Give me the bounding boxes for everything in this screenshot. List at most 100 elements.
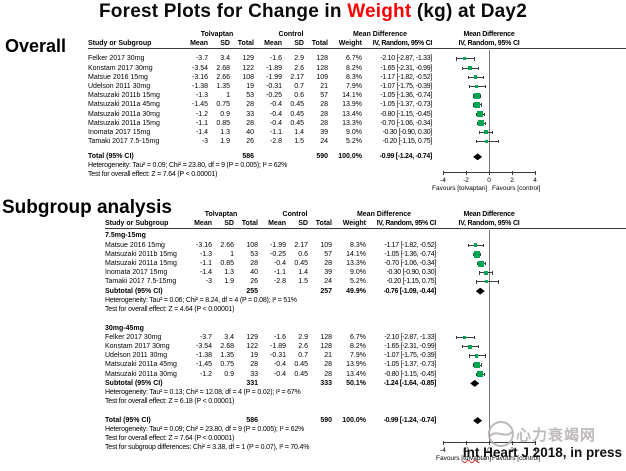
control-sd: 0.45	[290, 101, 304, 109]
ci-text: -0.99 [-1.24, -0.74]	[379, 153, 433, 161]
control-sd	[286, 231, 308, 240]
control-mean: -0.25	[270, 250, 286, 258]
ci-cap	[473, 103, 475, 107]
study-row: Matsuzaki 2011a 30mg -1.2 0.9 33 -0.4 0.45 28 1…	[88, 110, 626, 119]
overall-rows: Felker 2017 30mg -3.7 3.4 129 -1.6 2.9 128 6.7%…	[88, 54, 626, 179]
plot-cell	[432, 110, 626, 119]
control-mean	[258, 324, 286, 333]
plot-cell	[436, 360, 626, 369]
control-mean	[258, 379, 286, 388]
tolvaptan-total	[234, 231, 258, 240]
weight-value: 6.7%	[346, 55, 362, 63]
control-sd: 0.6	[294, 92, 304, 100]
study-name: Matsue 2016 15mg	[105, 241, 165, 249]
control-sd: 0.6	[298, 250, 308, 258]
tolvaptan-total: 40	[250, 269, 258, 277]
plot-cell	[436, 231, 626, 240]
study-name: Matsuzaki 2011a 15mg	[88, 119, 160, 127]
tolvaptan-mean	[184, 231, 212, 240]
control-mean: -1.89	[270, 343, 286, 351]
ci-cap	[468, 75, 470, 80]
tolvaptan-sd	[208, 152, 230, 161]
ci-cap	[473, 57, 475, 61]
weight-value: 9.0%	[350, 269, 366, 277]
tolvaptan-mean: -1.4	[195, 128, 208, 136]
axis-tick	[466, 171, 467, 175]
control-sd: 2.9	[294, 55, 304, 63]
zero-line	[489, 50, 490, 172]
mean-difference-header: Mean Difference	[352, 31, 408, 38]
control-mean: -1.1	[273, 269, 286, 277]
ci-cap	[478, 271, 480, 275]
plot-cell	[436, 416, 626, 425]
ci-cap	[476, 261, 478, 266]
tolvaptan-total: 19	[246, 82, 254, 90]
control-sd: 1.4	[298, 269, 308, 277]
summary-diamond	[475, 287, 485, 295]
total-row: Total (95% CI) 586 590 100.0% -0.99 [-1.24, …	[88, 152, 626, 161]
study-row: Matsue 2016 15mg -3.16 2.66 108 -1.99 2.17 109…	[105, 241, 626, 250]
citation-rest: Heart J 2018, in press	[479, 445, 622, 460]
plot-cell	[436, 287, 626, 296]
axis-tick	[535, 441, 536, 445]
control-total: 21	[320, 82, 328, 90]
ci-cap	[484, 84, 486, 89]
ci-cap	[483, 372, 485, 377]
point-estimate-square	[483, 130, 488, 135]
tolvaptan-total: 53	[246, 92, 254, 100]
control-sd	[286, 416, 308, 425]
tolvaptan-group-header: Tolvaptan	[204, 211, 238, 218]
tolvaptan-total: 331	[246, 379, 258, 387]
ci-cap	[480, 94, 482, 98]
tolvaptan-sd: 0.9	[224, 370, 234, 378]
weight-value: 13.9%	[346, 361, 366, 369]
plot-cell	[432, 152, 626, 161]
tolvaptan-total: 28	[250, 361, 258, 369]
ci-text: -0.99 [-1.24, -0.74]	[383, 417, 437, 424]
study-row: Udelson 2011 30mg -1.38 1.35 19 -0.31 0.7 21 7.…	[105, 351, 626, 360]
axis-tick	[535, 171, 536, 175]
tolvaptan-sd: 0.85	[216, 119, 230, 127]
study-row: Tamaki 2017 7.5-15mg -3 1.9 26 -2.8 1.5 24 5.2%…	[105, 277, 626, 286]
weight-value	[332, 231, 366, 240]
weight-value: 6.7%	[350, 333, 366, 341]
study-name: Matsuzaki 2011b 15mg	[105, 250, 177, 258]
axis-tick	[443, 441, 444, 445]
subgroup-name-row: 30mg-45mg	[105, 324, 626, 333]
study-row: Matsuzaki 2011a 45mg -1.45 0.75 28 -0.4 0.45 2…	[105, 360, 626, 369]
tolvaptan-mean: -1.4	[199, 269, 212, 277]
control-total	[308, 324, 332, 333]
control-sd: 1.4	[294, 128, 304, 136]
study-name: Konstam 2017 30mg	[105, 343, 170, 351]
control-mean: -0.4	[273, 361, 286, 369]
tolvaptan-total: 255	[246, 287, 258, 295]
tolvaptan-mean: -1.3	[195, 92, 208, 100]
header-row-groups: Tolvaptan Control Mean Difference Mean D…	[88, 30, 626, 39]
tolvaptan-mean: -3	[201, 138, 208, 146]
sd-column-header: SD	[294, 40, 304, 48]
header-row-columns: Study or Subgroup Mean SD Total Mean SD …	[105, 219, 626, 230]
plot-ci-header: IV, Random, 95% CI	[458, 40, 520, 48]
study-row: Konstam 2017 30mg -3.54 2.68 122 -1.89 2.6 128…	[88, 64, 626, 73]
control-mean: -1.1	[269, 128, 282, 136]
control-sd	[282, 152, 304, 161]
control-total: 590	[316, 153, 328, 161]
control-mean: -0.31	[270, 352, 286, 360]
control-total: 28	[324, 361, 332, 369]
tolvaptan-total: 40	[246, 128, 254, 136]
study-row: Matsuzaki 2011b 15mg -1.3 1 53 -0.25 0.6 57 14.…	[88, 91, 626, 100]
subgroup-rows: 7.5mg-15mg Matsue 2016 15mg -3.16 2.66 108 -1…	[105, 231, 626, 452]
total-row: Total (95% CI) 586 590 100.0% -0.99 [-1.24, …	[105, 416, 626, 425]
plot-cell	[436, 370, 626, 379]
stats-footnote: Test for overall effect: Z = 6.18 (P < 0…	[105, 398, 235, 405]
ci-cap	[480, 252, 482, 257]
plot-cell	[432, 119, 626, 128]
point-estimate-square	[463, 57, 467, 61]
control-sd	[286, 324, 308, 333]
tolvaptan-sd: 0.9	[220, 110, 230, 118]
tolvaptan-sd: 0.85	[220, 259, 234, 267]
plot-cell	[432, 128, 626, 137]
tolvaptan-sd: 2.68	[216, 64, 230, 72]
control-total: 57	[320, 92, 328, 100]
